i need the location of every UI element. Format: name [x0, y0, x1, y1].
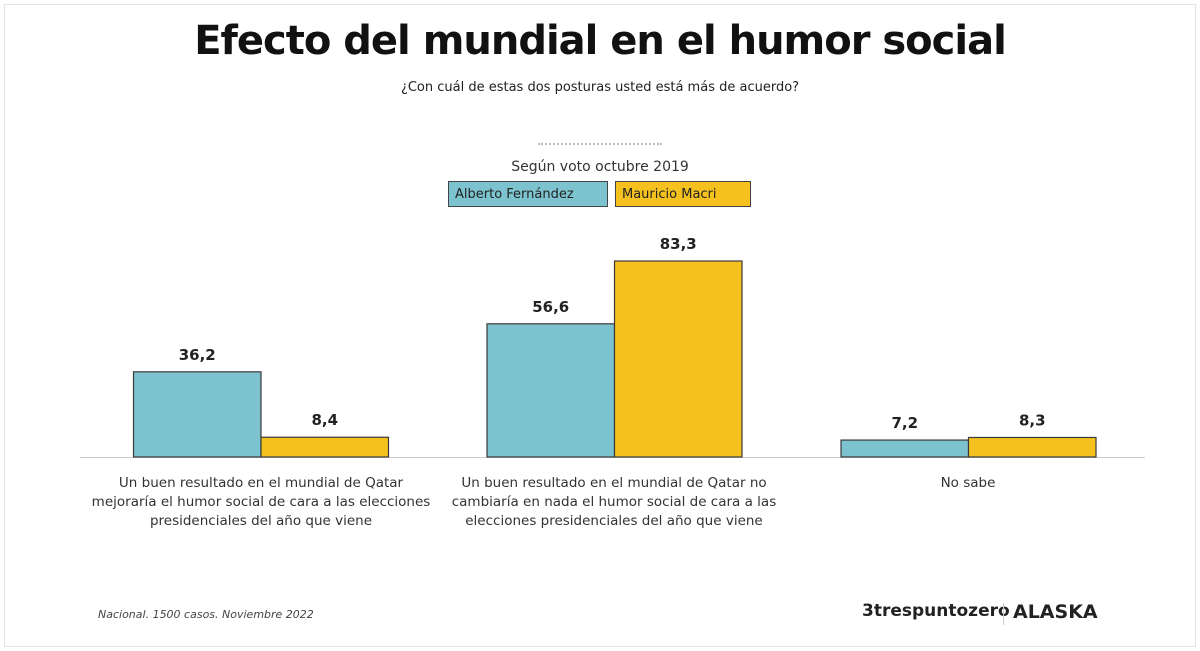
- bar-alberto-2: [486, 323, 616, 458]
- chart-title: Efecto del mundial en el humor social: [194, 18, 1007, 64]
- data-label: 36,2: [179, 346, 216, 364]
- legend-mauricio-macri: Mauricio Macri: [615, 181, 751, 207]
- logo-divider: [1003, 603, 1004, 625]
- data-label: 8,3: [1019, 411, 1046, 429]
- dotted-divider: [538, 143, 662, 145]
- data-label: 83,3: [660, 235, 697, 253]
- trespuntozero-logo: 3trespuntozero: [862, 601, 1010, 621]
- data-label: 7,2: [891, 414, 918, 432]
- bar-macri-3: [967, 436, 1097, 458]
- data-label: 8,4: [311, 411, 338, 429]
- category-label-2: Un buen resultado en el mundial de Qatar…: [451, 475, 777, 529]
- logo-3-icon: 3: [862, 601, 874, 621]
- chart-frame: [4, 4, 1196, 647]
- bar-alberto-1: [132, 371, 262, 458]
- legend-title: Según voto octubre 2019: [511, 159, 689, 175]
- bar-macri-2: [613, 260, 743, 458]
- footer-note: Nacional. 1500 casos. Noviembre 2022: [98, 608, 314, 621]
- bar-macri-1: [260, 436, 390, 458]
- legend-alberto-fernandez: Alberto Fernández: [448, 181, 608, 207]
- bar-alberto-3: [840, 439, 970, 458]
- category-label-3: No sabe: [940, 475, 996, 491]
- category-label-1: Un buen resultado en el mundial de Qatar…: [91, 475, 431, 529]
- alaska-logo: ALASKA: [1013, 601, 1098, 623]
- chart-subtitle: ¿Con cuál de estas dos posturas usted es…: [400, 80, 800, 95]
- data-label: 56,6: [532, 298, 569, 316]
